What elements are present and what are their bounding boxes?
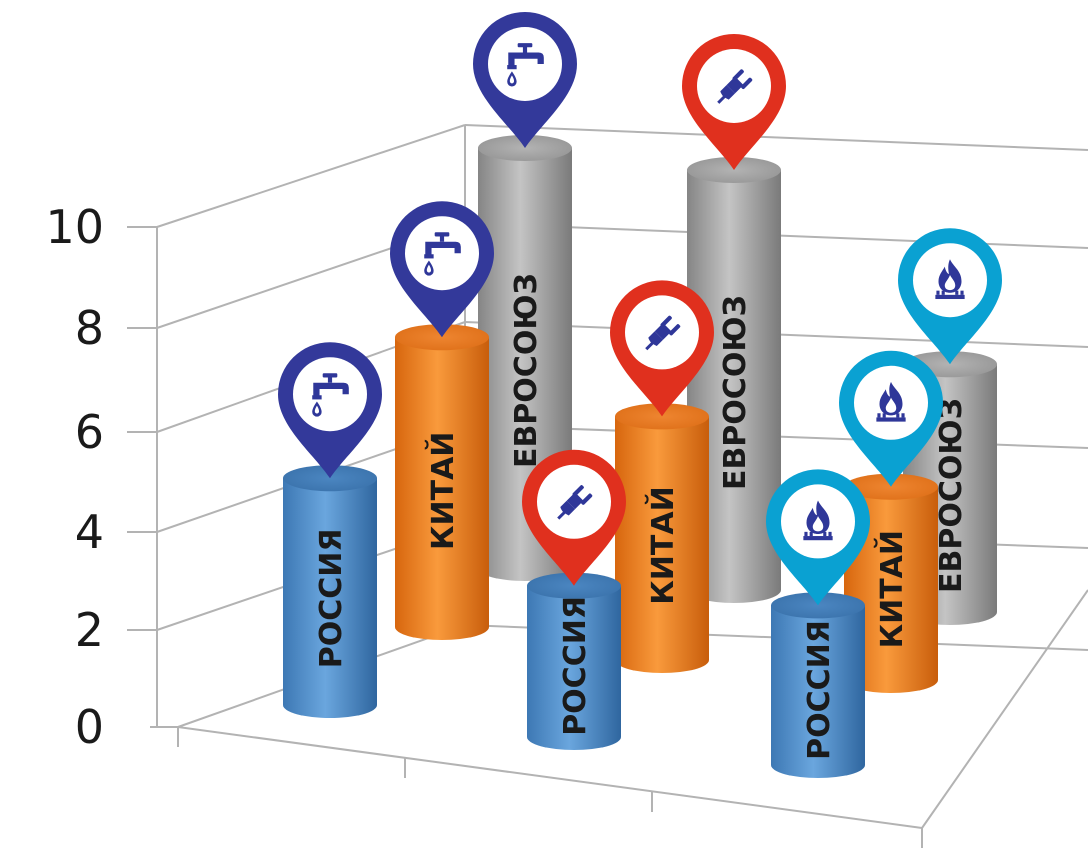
cylinder-bar: РОССИЯ <box>522 449 626 750</box>
floor-front-edge <box>177 726 923 829</box>
cylinder-bars: ЕВРОСОЮЗ ЕВРОСОЮЗ ЕВРОСОЮЗ КИТАЙ КИТАЙ КИТАЙ Р… <box>278 12 1002 778</box>
cylinder-bar: РОССИЯ <box>766 469 870 778</box>
map-pin-marker <box>390 201 494 338</box>
y-tick-label: 0 <box>75 700 104 754</box>
cylinder-body <box>615 416 709 673</box>
y-tick-labels: 0 2 4 6 8 10 <box>45 200 104 754</box>
cylinder-body <box>283 478 377 718</box>
pin-inner-circle <box>293 357 367 432</box>
map-pin-marker <box>610 280 714 417</box>
bar-label: КИТАЙ <box>645 486 681 604</box>
bar-label: КИТАЙ <box>874 530 910 648</box>
cylinder-bar: ЕВРОСОЮЗ <box>682 34 786 603</box>
gridline <box>156 124 466 228</box>
pin-inner-circle <box>405 216 479 291</box>
cylinder-bar: КИТАЙ <box>390 201 494 640</box>
pin-inner-circle <box>913 243 987 318</box>
y-tick-label: 8 <box>75 301 104 355</box>
bar-label: ЕВРОСОЮЗ <box>718 295 753 490</box>
cylinder-body <box>687 170 781 603</box>
map-pin-marker <box>898 228 1002 365</box>
map-pin-marker <box>766 469 870 606</box>
bar-label: ЕВРОСОЮЗ <box>934 398 969 593</box>
cylinder-body <box>844 486 938 693</box>
floor-right-edge <box>921 589 1088 829</box>
map-pin-marker <box>278 342 382 479</box>
map-pin-marker <box>522 449 626 586</box>
map-pin-marker <box>682 34 786 170</box>
y-tick-label: 2 <box>75 603 104 657</box>
cylinder-bar: КИТАЙ <box>839 350 943 693</box>
pin-inner-circle <box>781 484 855 559</box>
bar-label: РОССИЯ <box>802 620 837 760</box>
cylinder-body <box>395 337 489 640</box>
bar-label: КИТАЙ <box>425 432 461 550</box>
cylinder-body <box>771 605 865 778</box>
pin-inner-circle <box>488 27 562 101</box>
y-tick-label: 6 <box>75 405 104 459</box>
cylinder-body <box>527 585 621 750</box>
pin-inner-circle <box>854 365 928 440</box>
bar-label: РОССИЯ <box>558 596 593 736</box>
bar-label: РОССИЯ <box>314 529 349 669</box>
cylinder-bar: РОССИЯ <box>278 342 382 718</box>
y-tick-label: 10 <box>45 200 104 254</box>
y-tick-label: 4 <box>75 505 104 559</box>
map-pin-marker <box>473 12 577 148</box>
cylinder-bar: КИТАЙ <box>610 280 714 673</box>
map-pin-marker <box>839 350 943 487</box>
gridline <box>464 124 1088 151</box>
bar-label: ЕВРОСОЮЗ <box>509 273 544 468</box>
